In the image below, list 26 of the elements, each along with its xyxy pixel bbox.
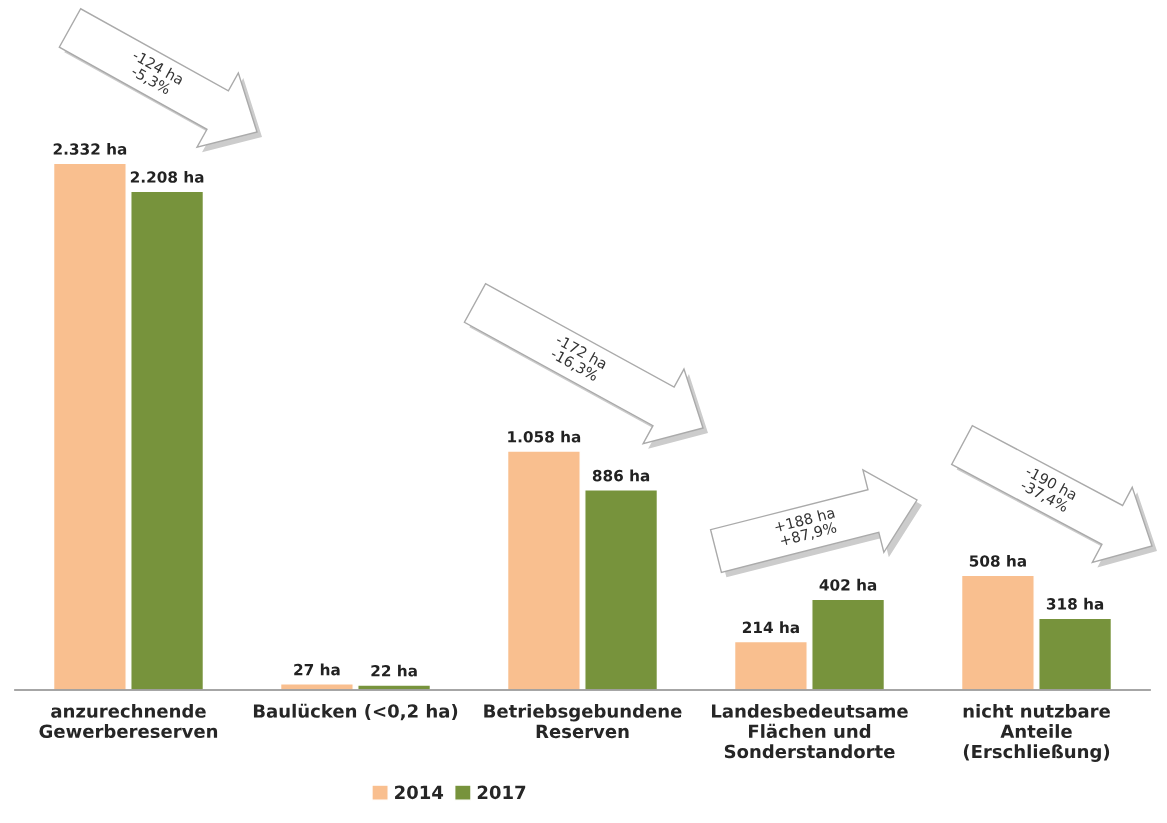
- x-tick-label: Betriebsgebundene Reserven: [484, 703, 682, 739]
- data-label: 402 ha: [819, 578, 877, 591]
- bar: [130, 190, 205, 690]
- bar: [584, 489, 659, 690]
- x-tick-label: nicht nutzbare Anteile (Erschließung): [963, 703, 1110, 762]
- data-label: 214 ha: [742, 621, 799, 634]
- data-label: 1.058 ha: [508, 430, 581, 443]
- legend-label: 2017: [477, 785, 526, 800]
- x-tick-label: Landesbedeutsame Flächen und Sonderstandorte: [712, 703, 908, 759]
- data-label: 27 ha: [294, 663, 340, 676]
- bar: [960, 574, 1035, 690]
- data-label: 2.208 ha: [130, 171, 204, 183]
- data-label: 318 ha: [1046, 597, 1104, 610]
- x-tick-label: anzurechnende Gewerbereserven: [39, 703, 218, 739]
- data-label: 2.332 ha: [53, 142, 127, 155]
- bar: [506, 450, 581, 690]
- data-label: 22 ha: [371, 664, 417, 677]
- bar: [52, 162, 127, 690]
- bar: [1038, 617, 1113, 690]
- data-label: 886 ha: [592, 469, 650, 482]
- bar: [733, 640, 808, 690]
- bar: [811, 598, 886, 690]
- legend-label: 2014: [395, 785, 444, 800]
- x-tick-label: Baulücken (<0,2 ha): [253, 703, 458, 721]
- data-label: 508 ha: [969, 554, 1026, 567]
- annotation: +188 ha +87,9%: [773, 506, 838, 548]
